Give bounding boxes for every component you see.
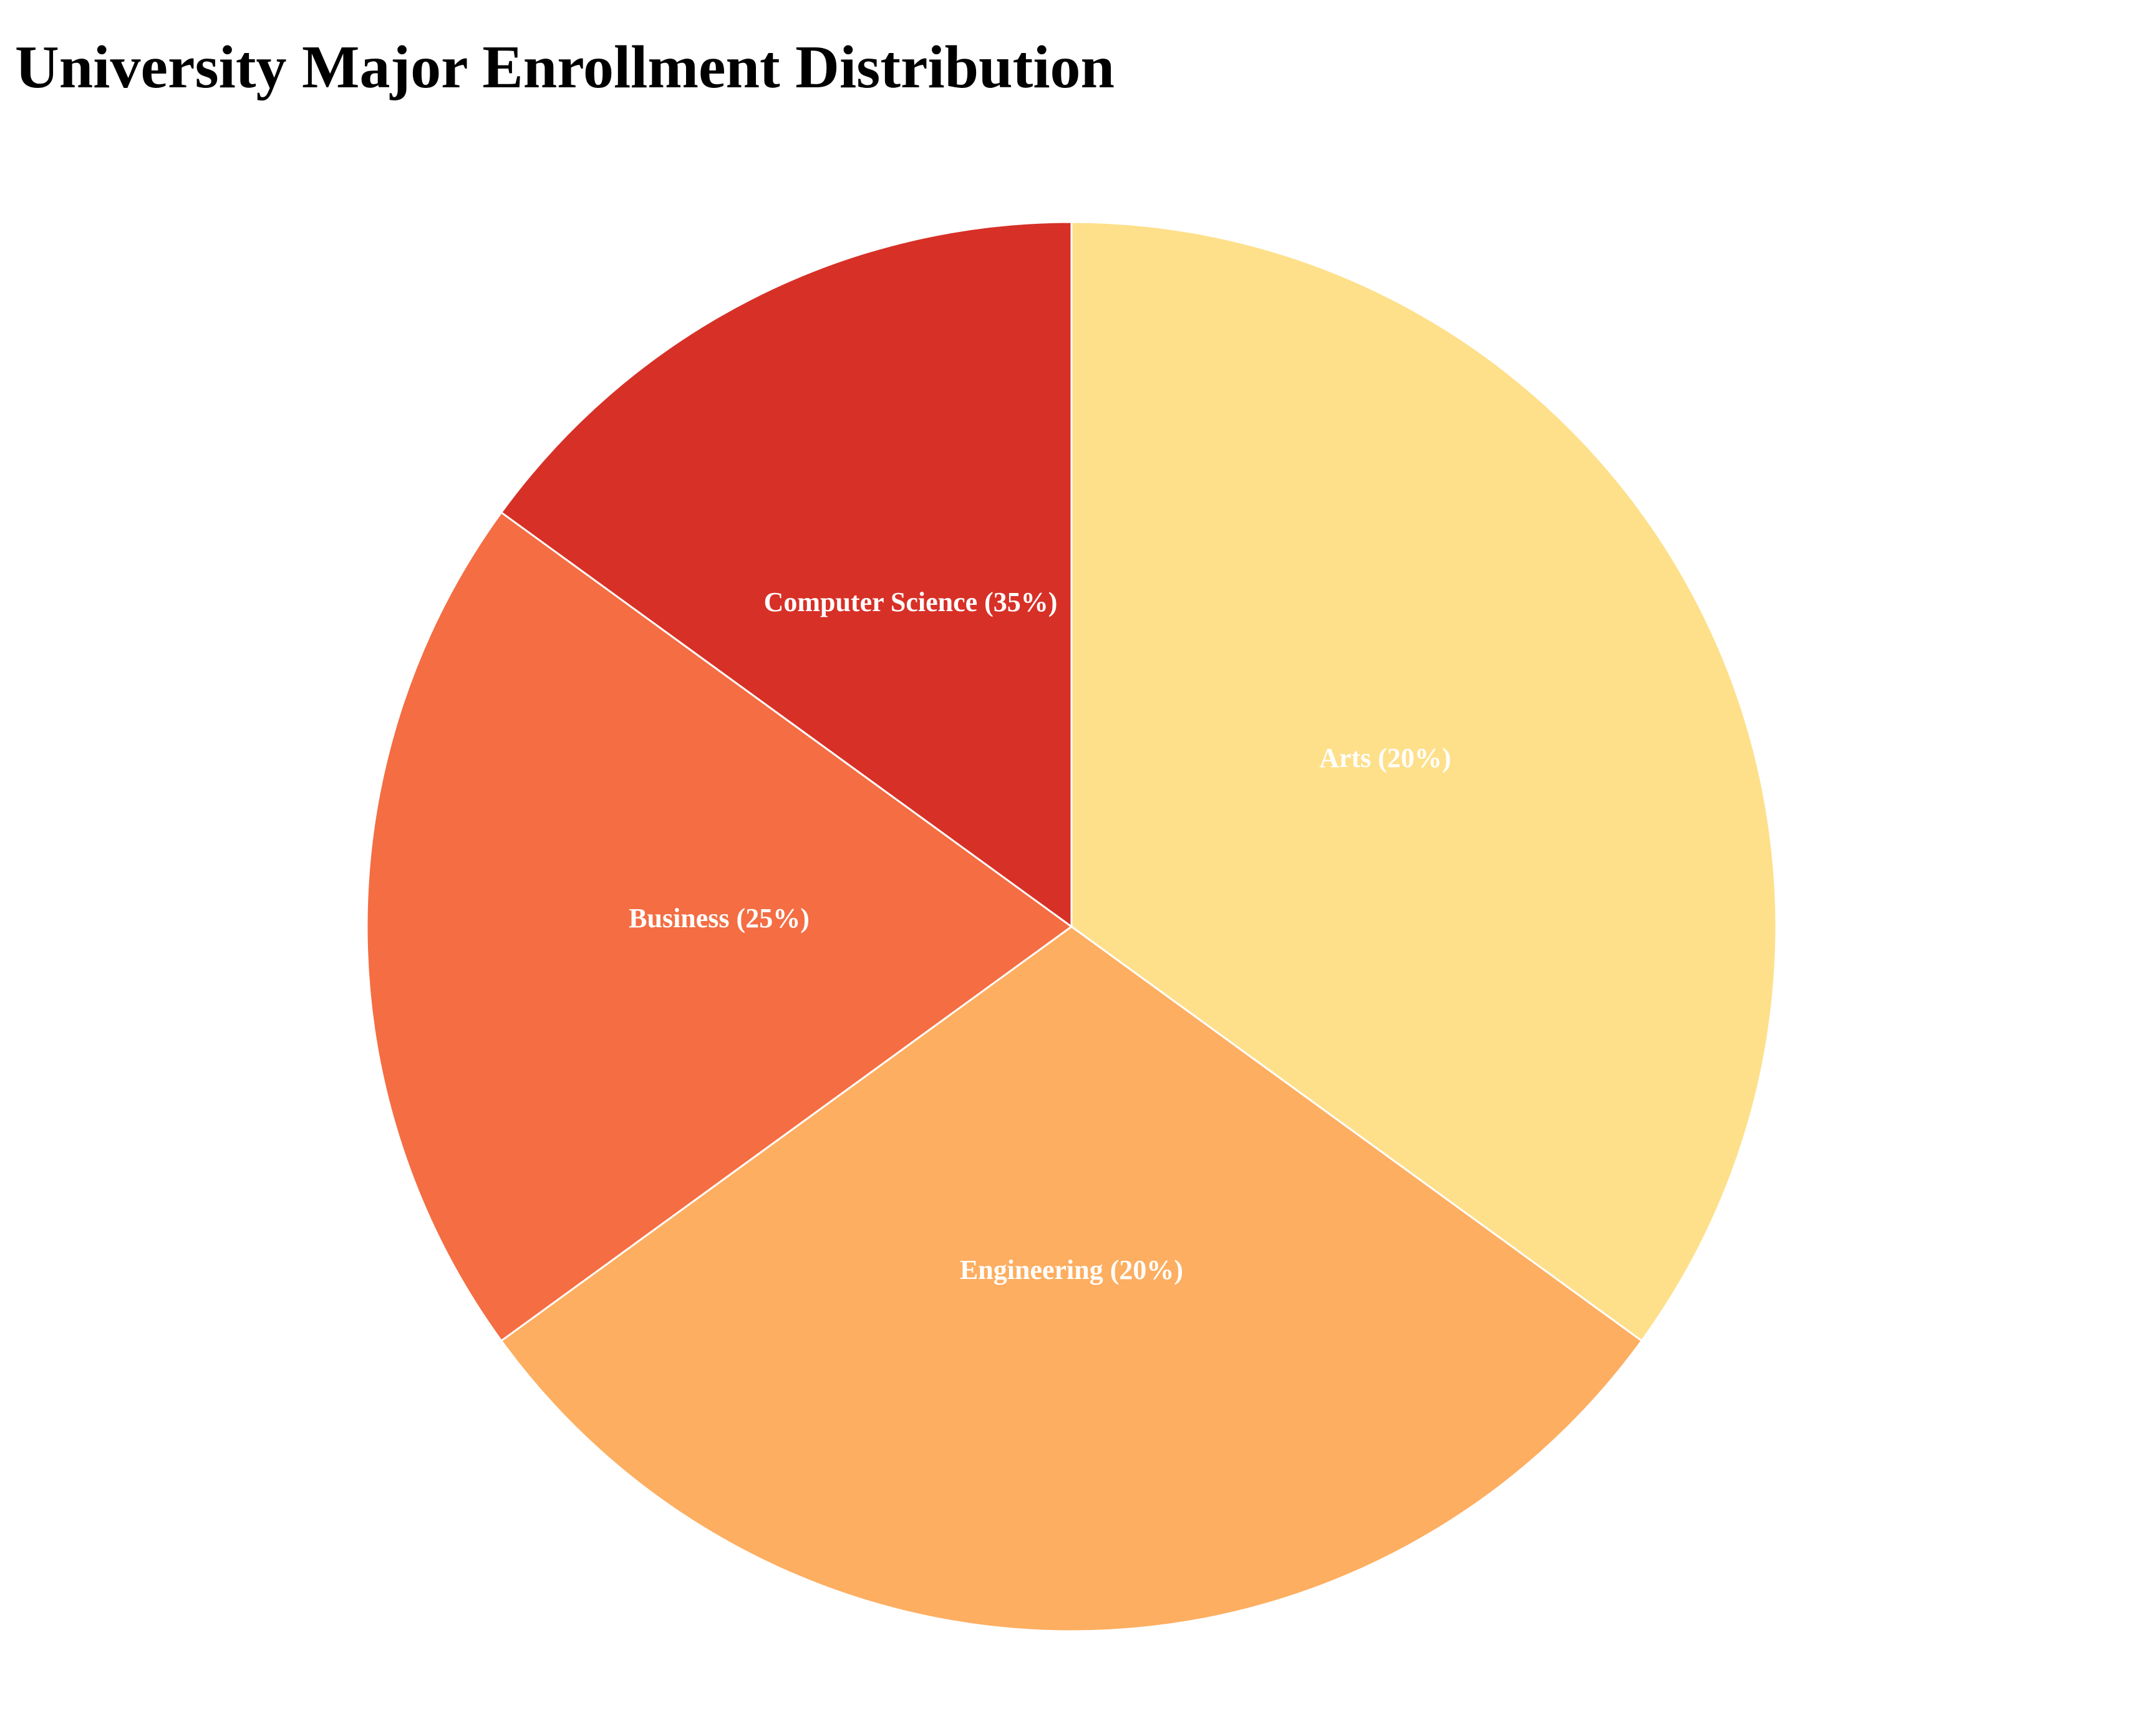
pie-slice-2 xyxy=(500,925,1643,1632)
pie-slice-1 xyxy=(1070,221,1778,1343)
slice-label-2: Engineering (20%) xyxy=(960,1255,1183,1285)
chart-title: University Major Enrollment Distribution xyxy=(15,34,1115,101)
slice-label-1: Arts (20%) xyxy=(1319,743,1451,773)
slice-label-4: Computer Science (35%) xyxy=(764,587,1058,617)
pie-slice-3 xyxy=(365,511,1073,1343)
slice-label-3: Business (25%) xyxy=(629,903,810,933)
pie-slice-4 xyxy=(500,221,1073,928)
pie-labels: Arts (20%) Engineering (20%) Business (25%… xyxy=(629,587,1451,1285)
pie-slices xyxy=(365,221,1778,1632)
